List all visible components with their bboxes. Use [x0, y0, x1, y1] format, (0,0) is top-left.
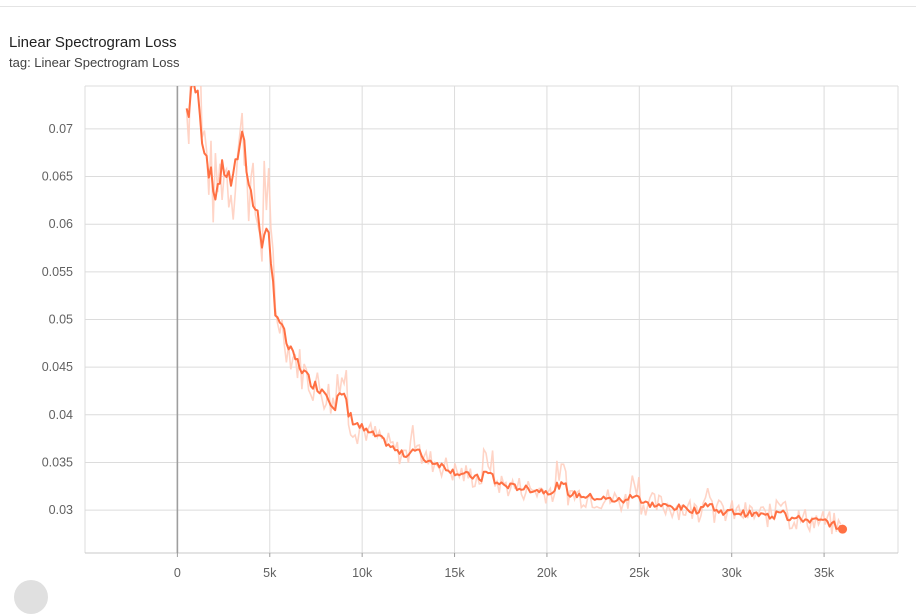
- x-tick-label: 0: [174, 566, 181, 580]
- raw-loss-series: [185, 86, 842, 535]
- x-tick-label: 20k: [537, 566, 558, 580]
- loss-chart[interactable]: 0.03 0.035 0.04 0.045 0.05 0.055 0.06 0.065 0.07…: [0, 0, 916, 587]
- y-tick-label: 0.04: [49, 408, 73, 422]
- last-point-marker: [838, 524, 848, 534]
- chart-tag: tag: Linear Spectrogram Loss: [9, 55, 180, 70]
- user-avatar[interactable]: [14, 580, 48, 614]
- x-tick-label: 10k: [352, 566, 373, 580]
- y-tick-label: 0.045: [42, 360, 73, 374]
- chart-title: Linear Spectrogram Loss: [9, 34, 177, 51]
- y-tick-label: 0.035: [42, 455, 73, 469]
- y-tick-label: 0.05: [49, 313, 73, 327]
- y-tick-labels: 0.03 0.035 0.04 0.045 0.05 0.055 0.06 0.065 0.07: [42, 122, 73, 517]
- header-divider: [0, 6, 916, 7]
- y-tick-label: 0.03: [49, 503, 73, 517]
- axis-layer: [85, 86, 898, 557]
- smoothed-series-layer: [185, 86, 848, 534]
- y-tick-label: 0.065: [42, 170, 73, 184]
- x-tick-label: 15k: [444, 566, 465, 580]
- y-tick-label: 0.06: [49, 217, 73, 231]
- y-tick-label: 0.055: [42, 265, 73, 279]
- x-tick-label: 5k: [263, 566, 277, 580]
- x-tick-labels: 0 5k 10k 15k 20k 25k 30k 35k: [174, 566, 835, 580]
- raw-series-layer: [185, 86, 842, 535]
- y-tick-label: 0.07: [49, 122, 73, 136]
- x-tick-label: 25k: [629, 566, 650, 580]
- smoothed-loss-series: [185, 86, 842, 530]
- x-tick-label: 35k: [814, 566, 835, 580]
- x-tick-label: 30k: [722, 566, 743, 580]
